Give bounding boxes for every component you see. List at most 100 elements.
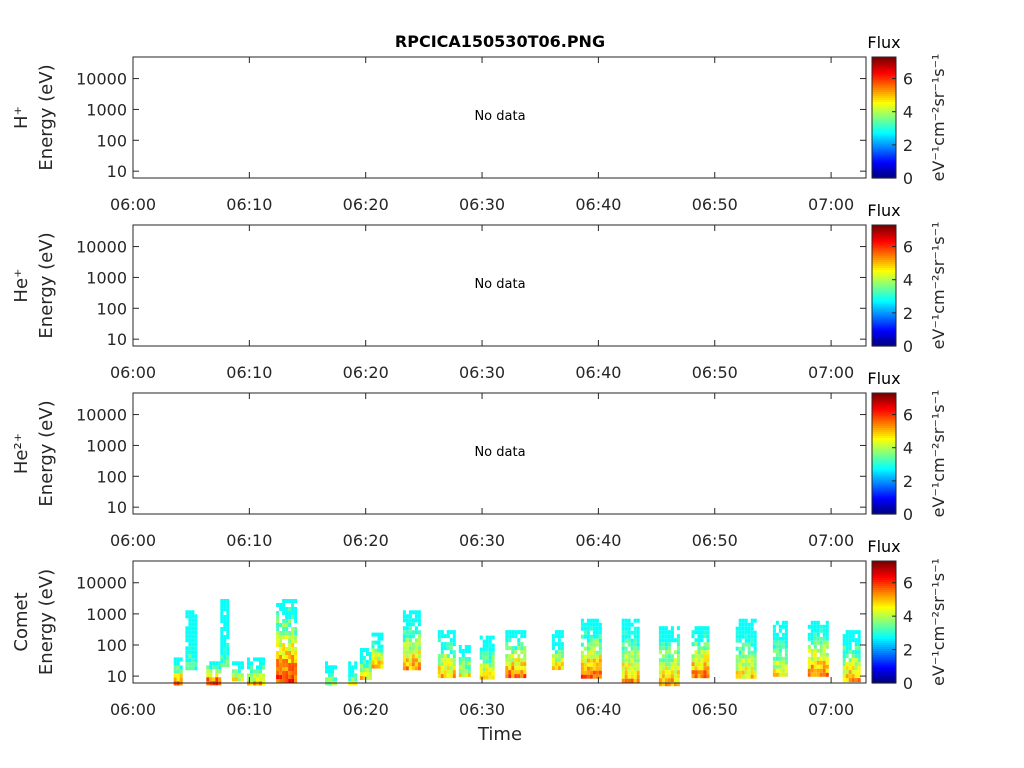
- colorbar-segment: [872, 109, 896, 113]
- colorbar-segment: [872, 607, 896, 611]
- flux-cell: [583, 670, 587, 675]
- colorbar-segment: [872, 121, 896, 125]
- colorbar-segment: [872, 615, 896, 619]
- x-tick-label: 06:10: [226, 195, 272, 214]
- flux-cell: [517, 642, 521, 647]
- flux-cell: [485, 655, 489, 660]
- flux-cell: [851, 670, 855, 675]
- flux-cell: [520, 630, 524, 635]
- flux-cell: [670, 654, 674, 659]
- flux-cell: [658, 650, 662, 655]
- flux-cell: [670, 674, 674, 679]
- colorbar-segment: [872, 241, 896, 244]
- flux-cell: [595, 666, 599, 671]
- colorbar-segment: [872, 175, 896, 179]
- flux-cell: [592, 658, 596, 663]
- flux-cell: [440, 658, 444, 663]
- flux-cell: [276, 611, 280, 615]
- flux-cell: [624, 650, 628, 655]
- colorbar-unit-label: eV⁻¹cm⁻²sr⁻¹s⁻¹: [929, 390, 948, 518]
- flux-cell: [368, 664, 372, 668]
- colorbar-segment: [872, 105, 896, 109]
- flux-cell: [179, 665, 183, 670]
- colorbar-segment: [872, 463, 896, 467]
- flux-cell: [328, 669, 331, 674]
- flux-cell: [411, 646, 415, 651]
- flux-cell: [586, 654, 590, 659]
- flux-cell: [414, 642, 418, 647]
- flux-cell: [633, 618, 637, 623]
- flux-cell: [580, 654, 584, 659]
- flux-cell: [276, 639, 280, 643]
- flux-cell: [240, 661, 244, 666]
- colorbar-segment: [872, 277, 896, 281]
- flux-cell: [580, 618, 584, 623]
- y-tick-label: 10: [107, 667, 127, 686]
- flux-cell: [854, 638, 858, 643]
- flux-cell: [813, 672, 817, 677]
- flux-cell: [583, 626, 587, 631]
- flux-cell: [772, 656, 776, 661]
- flux-cell: [237, 665, 241, 670]
- flux-cell: [706, 662, 710, 667]
- colorbar-segment: [872, 507, 896, 511]
- flux-cell: [488, 643, 492, 648]
- flux-cell: [417, 630, 421, 635]
- flux-cell: [624, 634, 628, 639]
- flux-cell: [598, 650, 602, 655]
- flux-cell: [857, 642, 861, 647]
- flux-cell: [586, 618, 590, 623]
- flux-cell: [560, 634, 564, 639]
- flux-cell: [813, 624, 817, 629]
- flux-cell: [658, 670, 662, 675]
- flux-cell: [240, 677, 244, 682]
- flux-cell: [694, 650, 698, 655]
- flux-cell: [784, 632, 788, 637]
- flux-cell: [325, 661, 328, 666]
- colorbar-tick-label: 2: [903, 472, 913, 491]
- flux-cell: [479, 671, 483, 676]
- colorbar-unit-label: eV⁻¹cm⁻²sr⁻¹s⁻¹: [929, 558, 948, 686]
- colorbar-segment: [872, 593, 896, 597]
- flux-cell: [276, 619, 280, 623]
- flux-cell: [781, 656, 785, 661]
- flux-cell: [285, 635, 289, 639]
- flux-cell: [595, 662, 599, 667]
- colorbar-segment: [872, 229, 896, 232]
- colorbar-segment: [872, 676, 896, 680]
- flux-cell: [405, 626, 409, 631]
- flux-cell: [520, 646, 524, 651]
- colorbar-segment: [872, 343, 896, 347]
- flux-cell: [694, 662, 698, 667]
- flux-cell: [842, 634, 846, 639]
- flux-cell: [408, 634, 412, 639]
- colorbar-segment: [872, 619, 896, 623]
- colorbar-segment: [872, 333, 896, 337]
- flux-cell: [485, 639, 489, 644]
- flux-cell: [667, 634, 671, 639]
- flux-cell: [580, 650, 584, 655]
- flux-cell: [816, 636, 820, 641]
- colorbar-segment: [872, 169, 896, 173]
- flux-cell: [223, 615, 227, 619]
- flux-cell: [279, 631, 283, 635]
- flux-cell: [586, 626, 590, 631]
- colorbar-segment: [872, 668, 896, 672]
- flux-cell: [810, 648, 814, 653]
- flux-cell: [772, 668, 776, 673]
- flux-cell: [402, 638, 406, 643]
- flux-cell: [285, 655, 289, 659]
- colorbar-segment: [872, 93, 896, 96]
- flux-cell: [285, 647, 289, 651]
- flux-cell: [491, 659, 495, 664]
- flux-cell: [191, 610, 195, 615]
- colorbar-segment: [872, 501, 896, 505]
- colorbar-segment: [872, 575, 896, 578]
- flux-cell: [279, 671, 283, 675]
- flux-cell: [226, 611, 230, 615]
- colorbar-segment: [872, 435, 896, 438]
- flux-cell: [825, 624, 829, 629]
- colorbar-segment: [872, 237, 896, 240]
- flux-cell: [279, 647, 283, 651]
- flux-cell: [825, 660, 829, 665]
